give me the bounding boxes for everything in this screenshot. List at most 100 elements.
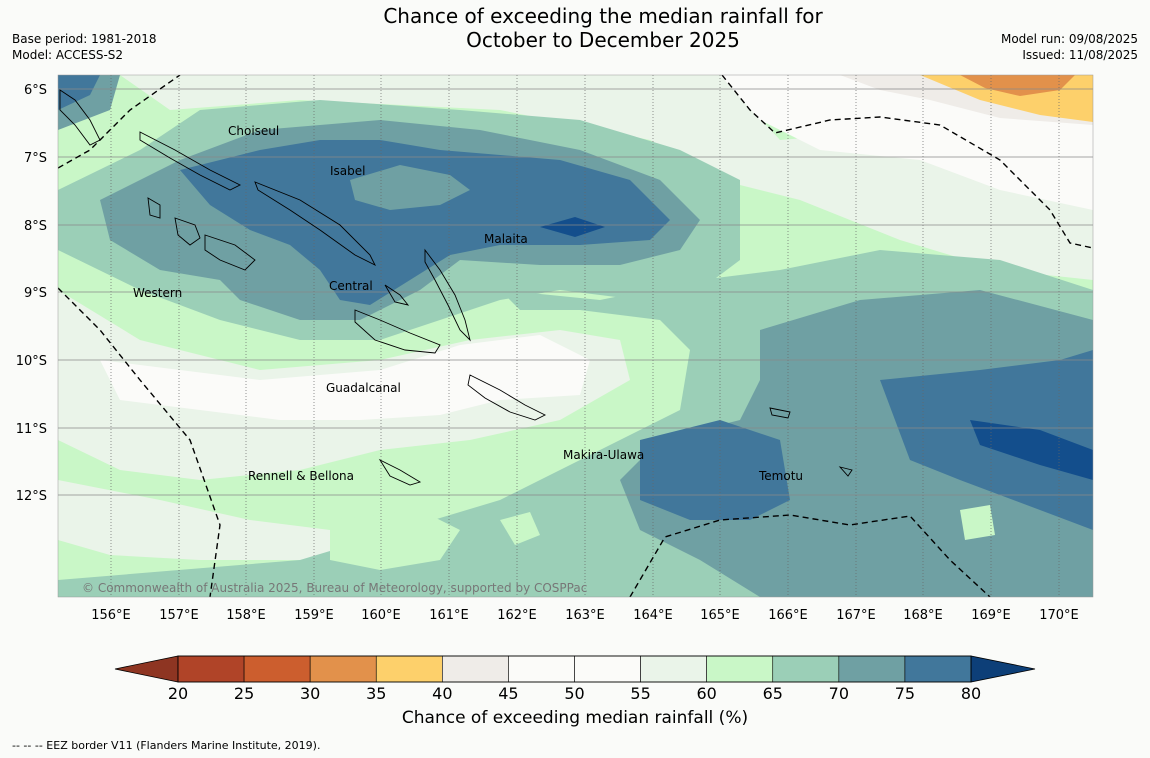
- lon-label-165e: 165°E: [700, 608, 740, 623]
- colorbar-tick-label: 60: [696, 684, 716, 703]
- colorbar-ticks: 20 25 30 35 40 45 50 55 60 65 70 75 80: [168, 684, 981, 703]
- colorbar-tick-label: 75: [895, 684, 915, 703]
- colorbar-cell: [309, 655, 377, 683]
- region-labels: Choiseul Isabel Malaita Western Central …: [133, 124, 803, 483]
- base-period: Base period: 1981-2018: [12, 32, 157, 46]
- lon-label-170e: 170°E: [1039, 608, 1079, 623]
- lat-label-7s: 7°S: [24, 151, 47, 166]
- colorbar-tick-label: 40: [432, 684, 452, 703]
- lat-gridlines: [58, 88, 1093, 496]
- colorbar-cell: [640, 655, 707, 683]
- colorbar-cell: [772, 655, 840, 683]
- lon-label-161e: 161°E: [429, 608, 469, 623]
- region-western: Western: [133, 286, 182, 300]
- lat-label-8s: 8°S: [24, 219, 47, 234]
- colorbar-tick-label: 35: [366, 684, 386, 703]
- region-choiseul: Choiseul: [228, 124, 279, 138]
- rennell-island: [378, 458, 422, 486]
- colorbar-cell: [243, 655, 311, 683]
- isabel-island: [254, 181, 377, 267]
- colorbar-tick-label: 80: [961, 684, 981, 703]
- colorbar-cell: [177, 655, 245, 683]
- lon-label-157e: 157°E: [159, 608, 199, 623]
- lon-label-163e: 163°E: [565, 608, 605, 623]
- lon-label-169e: 169°E: [971, 608, 1011, 623]
- lon-label-166e: 166°E: [768, 608, 808, 623]
- model-run: Model run: 09/08/2025: [1000, 32, 1138, 46]
- region-rennell-bellona: Rennell & Bellona: [248, 469, 354, 483]
- lat-axis: 6°S 7°S 8°S 9°S 10°S 11°S 12°S: [16, 83, 47, 504]
- shade-55-60-north: [120, 75, 1093, 280]
- lon-label-167e: 167°E: [836, 608, 876, 623]
- model-name: Model: ACCESS-S2: [12, 48, 124, 62]
- lon-axis: 156°E 157°E 158°E 159°E 160°E 161°E 162°…: [91, 608, 1079, 623]
- colorbar-cells: [177, 655, 972, 683]
- shade-75-80-north: [180, 140, 670, 305]
- lat-label-6s: 6°S: [24, 83, 47, 98]
- lon-label-168e: 168°E: [903, 608, 943, 623]
- choiseul-island: [139, 131, 242, 191]
- western-island-3: [147, 197, 161, 219]
- colorbar-cell: [574, 655, 641, 683]
- shade-60-65-pocket-east: [960, 505, 995, 540]
- temotu-island-2: [838, 466, 853, 477]
- meta-right: Model run: 09/08/2025 Issued: 11/08/2025: [1001, 31, 1138, 63]
- colorbar-cell: [838, 655, 906, 683]
- map-frame: [57, 74, 1094, 598]
- lon-label-160e: 160°E: [361, 608, 401, 623]
- lon-label-162e: 162°E: [497, 608, 537, 623]
- map-area: [58, 75, 1093, 597]
- shade-55-60-southwest-2: [58, 480, 330, 560]
- colorbar-tick-label: 45: [498, 684, 518, 703]
- meta-left: Base period: 1981-2018 Model: ACCESS-S2: [12, 31, 157, 63]
- temotu-island-1: [769, 407, 791, 419]
- colorbar-cell: [508, 655, 575, 683]
- issued-date: Issued: 11/08/2025: [1022, 48, 1138, 62]
- colorbar-extend-low: [114, 655, 179, 683]
- colorbar-tick-label: 55: [630, 684, 650, 703]
- colorbar-tick-label: 70: [829, 684, 849, 703]
- shade-45-55-southwest: [100, 335, 590, 420]
- title-line-2: October to December 2025: [466, 28, 740, 52]
- region-temotu: Temotu: [758, 469, 803, 483]
- coastlines: [59, 89, 853, 486]
- region-isabel: Isabel: [330, 164, 365, 178]
- colorbar-cell: [706, 655, 774, 683]
- region-malaita: Malaita: [484, 232, 528, 246]
- lat-label-10s: 10°S: [16, 354, 47, 369]
- colorbar-cell: [375, 655, 443, 683]
- shade-60-65-pocket-south: [500, 512, 540, 545]
- colorbar-cell: [442, 655, 509, 683]
- lon-label-158e: 158°E: [226, 608, 266, 623]
- shade-80-plus-pocket: [540, 217, 605, 237]
- region-makira-ulawa: Makira-Ulawa: [563, 448, 644, 462]
- colorbar-title: Chance of exceeding median rainfall (%): [401, 708, 749, 728]
- colorbar-tick-label: 65: [763, 684, 783, 703]
- map-title: Chance of exceeding the median rainfall …: [0, 4, 1150, 52]
- colorbar-tick-label: 25: [234, 684, 254, 703]
- colorbar-tick-label: 30: [300, 684, 320, 703]
- lat-label-9s: 9°S: [24, 286, 47, 301]
- copyright-text: © Commonwealth of Australia 2025, Bureau…: [82, 581, 587, 595]
- lat-label-11s: 11°S: [16, 422, 47, 437]
- colorbar-tick-label: 50: [564, 684, 584, 703]
- shade-60-65-pocket: [330, 510, 460, 570]
- lon-gridlines: [110, 75, 1060, 597]
- lon-label-159e: 159°E: [294, 608, 334, 623]
- bougainville-island: [59, 89, 101, 146]
- region-central: Central: [329, 279, 373, 293]
- colorbar-frame: [177, 655, 972, 683]
- shade-30-35-northeast: [960, 75, 1075, 96]
- colorbar-cell: [904, 655, 972, 683]
- makira-island: [467, 374, 547, 421]
- lat-label-12s: 12°S: [16, 489, 47, 504]
- central-island: [384, 284, 410, 306]
- colorbar-tick-label: 20: [168, 684, 188, 703]
- shade-75-80-northwest: [58, 75, 100, 110]
- western-island-1: [174, 217, 201, 246]
- guadalcanal-island: [354, 309, 441, 354]
- shade-80-plus-east: [970, 420, 1093, 480]
- colorbar: 20 25 30 35 40 45 50 55 60 65 70 75 80: [114, 655, 1036, 703]
- lon-label-156e: 156°E: [91, 608, 131, 623]
